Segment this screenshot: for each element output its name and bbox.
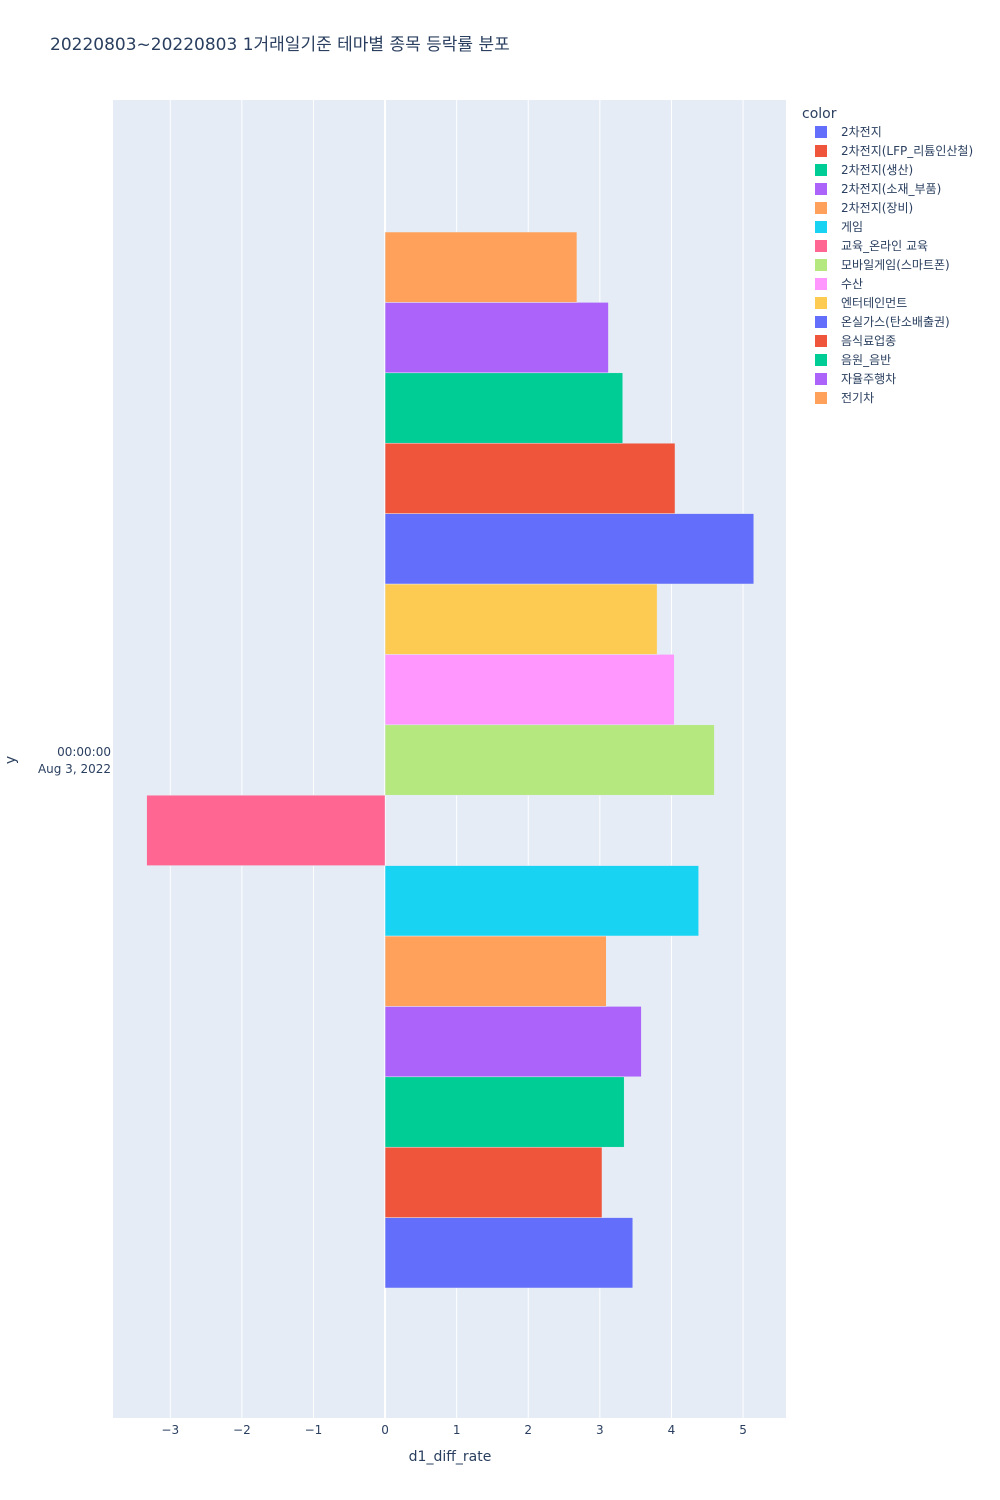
x-axis-ticks: −3 −2 −1 0 1 2 3 4 5 bbox=[161, 1423, 746, 1437]
bar-2[interactable] bbox=[384, 1146, 603, 1218]
legend-item[interactable]: 전기차 bbox=[815, 391, 874, 405]
legend-label: 엔터테인먼트 bbox=[841, 296, 907, 310]
legend-label: 온실가스(탄소배출권) bbox=[841, 315, 950, 329]
legend-swatch bbox=[815, 392, 827, 404]
legend-label: 게임 bbox=[841, 220, 863, 234]
legend-item[interactable]: 2차전지 bbox=[815, 125, 882, 139]
legend-item[interactable]: 2차전지(LFP_리튬인산철) bbox=[815, 144, 973, 158]
legend-item[interactable]: 교육_온라인 교육 bbox=[815, 239, 928, 253]
bar-7[interactable] bbox=[146, 794, 386, 866]
bar-13[interactable] bbox=[384, 372, 624, 444]
legend-label: 모바일게임(스마트폰) bbox=[841, 258, 950, 272]
x-tick-label: −1 bbox=[305, 1423, 323, 1437]
legend-label: 자율주행차 bbox=[841, 371, 896, 386]
legend-swatch bbox=[815, 354, 827, 366]
legend-label: 2차전지(생산) bbox=[841, 163, 913, 177]
legend-swatch bbox=[815, 183, 827, 195]
legend-swatch bbox=[815, 164, 827, 176]
x-tick-label: 0 bbox=[381, 1423, 389, 1437]
x-tick-label: 3 bbox=[596, 1423, 604, 1437]
legend-item[interactable]: 음식료업종 bbox=[815, 334, 896, 348]
bar-11[interactable] bbox=[384, 513, 755, 585]
legend-title: color bbox=[802, 106, 837, 122]
legend-item[interactable]: 자율주행차 bbox=[815, 371, 896, 386]
bar-6[interactable] bbox=[384, 865, 699, 937]
legend-swatch bbox=[815, 240, 827, 252]
legend-label: 음식료업종 bbox=[841, 334, 896, 348]
bar-12[interactable] bbox=[384, 442, 676, 514]
y-tick-label-date: Aug 3, 2022 bbox=[38, 762, 111, 776]
legend: color 2차전지 2차전지(LFP_리튬인산철) 2차전지(생산) 2차전지(소재… bbox=[802, 106, 973, 405]
bar-10[interactable] bbox=[384, 583, 658, 655]
legend-item[interactable]: 온실가스(탄소배출권) bbox=[815, 315, 950, 329]
legend-item[interactable]: 2차전지(장비) bbox=[815, 201, 913, 215]
legend-swatch bbox=[815, 297, 827, 309]
x-tick-label: −3 bbox=[161, 1423, 179, 1437]
bar-14[interactable] bbox=[384, 302, 609, 374]
bar-4[interactable] bbox=[384, 1006, 642, 1078]
x-tick-label: 1 bbox=[453, 1423, 461, 1437]
bar-8[interactable] bbox=[384, 724, 715, 796]
bar-3[interactable] bbox=[384, 1076, 625, 1148]
x-tick-label: −2 bbox=[233, 1423, 251, 1437]
legend-swatch bbox=[815, 259, 827, 271]
legend-swatch bbox=[815, 335, 827, 347]
bar-15[interactable] bbox=[384, 231, 578, 303]
legend-label: 2차전지(소재_부품) bbox=[841, 182, 941, 196]
legend-item[interactable]: 2차전지(소재_부품) bbox=[815, 182, 941, 196]
legend-swatch bbox=[815, 316, 827, 328]
legend-swatch bbox=[815, 202, 827, 214]
legend-swatch bbox=[815, 221, 827, 233]
bar-1[interactable] bbox=[384, 1217, 634, 1289]
legend-item[interactable]: 모바일게임(스마트폰) bbox=[815, 258, 950, 272]
legend-label: 음원_음반 bbox=[841, 353, 891, 367]
legend-label: 2차전지 bbox=[841, 125, 882, 139]
x-axis-title: d1_diff_rate bbox=[409, 1449, 492, 1465]
chart-title: 20220803~20220803 1거래일기준 테마별 종목 등락률 분포 bbox=[50, 35, 510, 55]
legend-label: 전기차 bbox=[841, 391, 874, 405]
legend-label: 수산 bbox=[841, 277, 863, 291]
legend-label: 2차전지(장비) bbox=[841, 201, 913, 215]
y-tick-label-time: 00:00:00 bbox=[57, 745, 111, 759]
x-tick-label: 4 bbox=[668, 1423, 676, 1437]
legend-swatch bbox=[815, 126, 827, 138]
legend-item[interactable]: 엔터테인먼트 bbox=[815, 296, 907, 310]
legend-swatch bbox=[815, 145, 827, 157]
legend-label: 2차전지(LFP_리튬인산철) bbox=[841, 144, 973, 158]
legend-item[interactable]: 2차전지(생산) bbox=[815, 163, 913, 177]
x-tick-label: 5 bbox=[739, 1423, 747, 1437]
bar-9[interactable] bbox=[384, 654, 675, 726]
legend-item[interactable]: 수산 bbox=[815, 277, 863, 291]
bar-series bbox=[146, 231, 755, 1289]
legend-item[interactable]: 음원_음반 bbox=[815, 353, 891, 367]
legend-label: 교육_온라인 교육 bbox=[841, 239, 928, 253]
legend-swatch bbox=[815, 373, 827, 385]
x-tick-label: 2 bbox=[524, 1423, 532, 1437]
y-axis-title: y bbox=[3, 756, 19, 764]
legend-item[interactable]: 게임 bbox=[815, 220, 863, 234]
legend-swatch bbox=[815, 278, 827, 290]
bar-5[interactable] bbox=[384, 935, 607, 1007]
